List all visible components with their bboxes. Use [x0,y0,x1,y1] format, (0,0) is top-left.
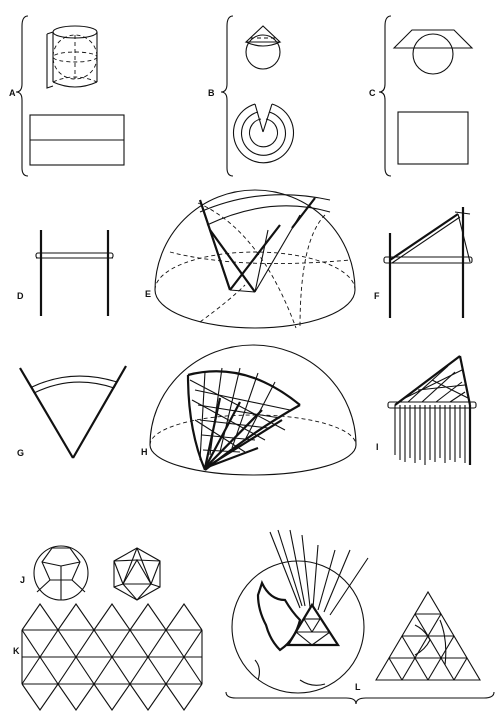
bracket-c [378,15,392,177]
bracket-l [225,691,495,705]
cone-on-sphere [244,25,282,70]
panel-l: L [225,529,495,705]
label-i: I [376,442,379,452]
cylinder-with-sphere [46,25,98,89]
cone-flattened-rings [233,103,294,164]
panel-i: I [376,355,477,465]
panel-b: B [208,15,294,177]
square-projection [397,111,469,165]
icosahedron [113,547,161,601]
label-e: E [145,289,151,299]
label-h: H [141,447,148,457]
label-a: A [9,88,16,98]
panel-g: G [17,365,127,459]
label-j: J [20,575,25,585]
label-f: F [374,291,380,301]
panel-f: F [374,207,473,318]
bracket-a [15,15,29,177]
label-g: G [17,448,24,458]
hemisphere-outline-h [149,344,357,446]
panel-c: C [369,15,474,177]
triangle-grid-with-hanging-rods [387,355,477,465]
panel-e: E [145,189,356,329]
label-k: K [13,646,20,656]
globe-with-projection [231,529,369,694]
spherical-triangle-grid [186,367,301,471]
panel-h: H [141,344,357,476]
flat-rectangle-projection [29,114,125,166]
triangle-grid-projection [375,590,481,681]
geodesic-sphere [33,545,89,601]
label-d: D [17,291,24,301]
hemisphere-outline [154,189,356,291]
panel-k: K [13,603,203,711]
panel-j: J [20,545,161,601]
bracket-b [220,15,234,177]
label-l: L [355,682,361,692]
label-b: B [208,88,215,98]
truncated-cone-on-sphere [392,29,474,75]
panel-a: A [9,15,125,177]
panel-d: D [17,230,114,316]
label-c: C [369,88,376,98]
icosahedron-net [21,603,203,711]
